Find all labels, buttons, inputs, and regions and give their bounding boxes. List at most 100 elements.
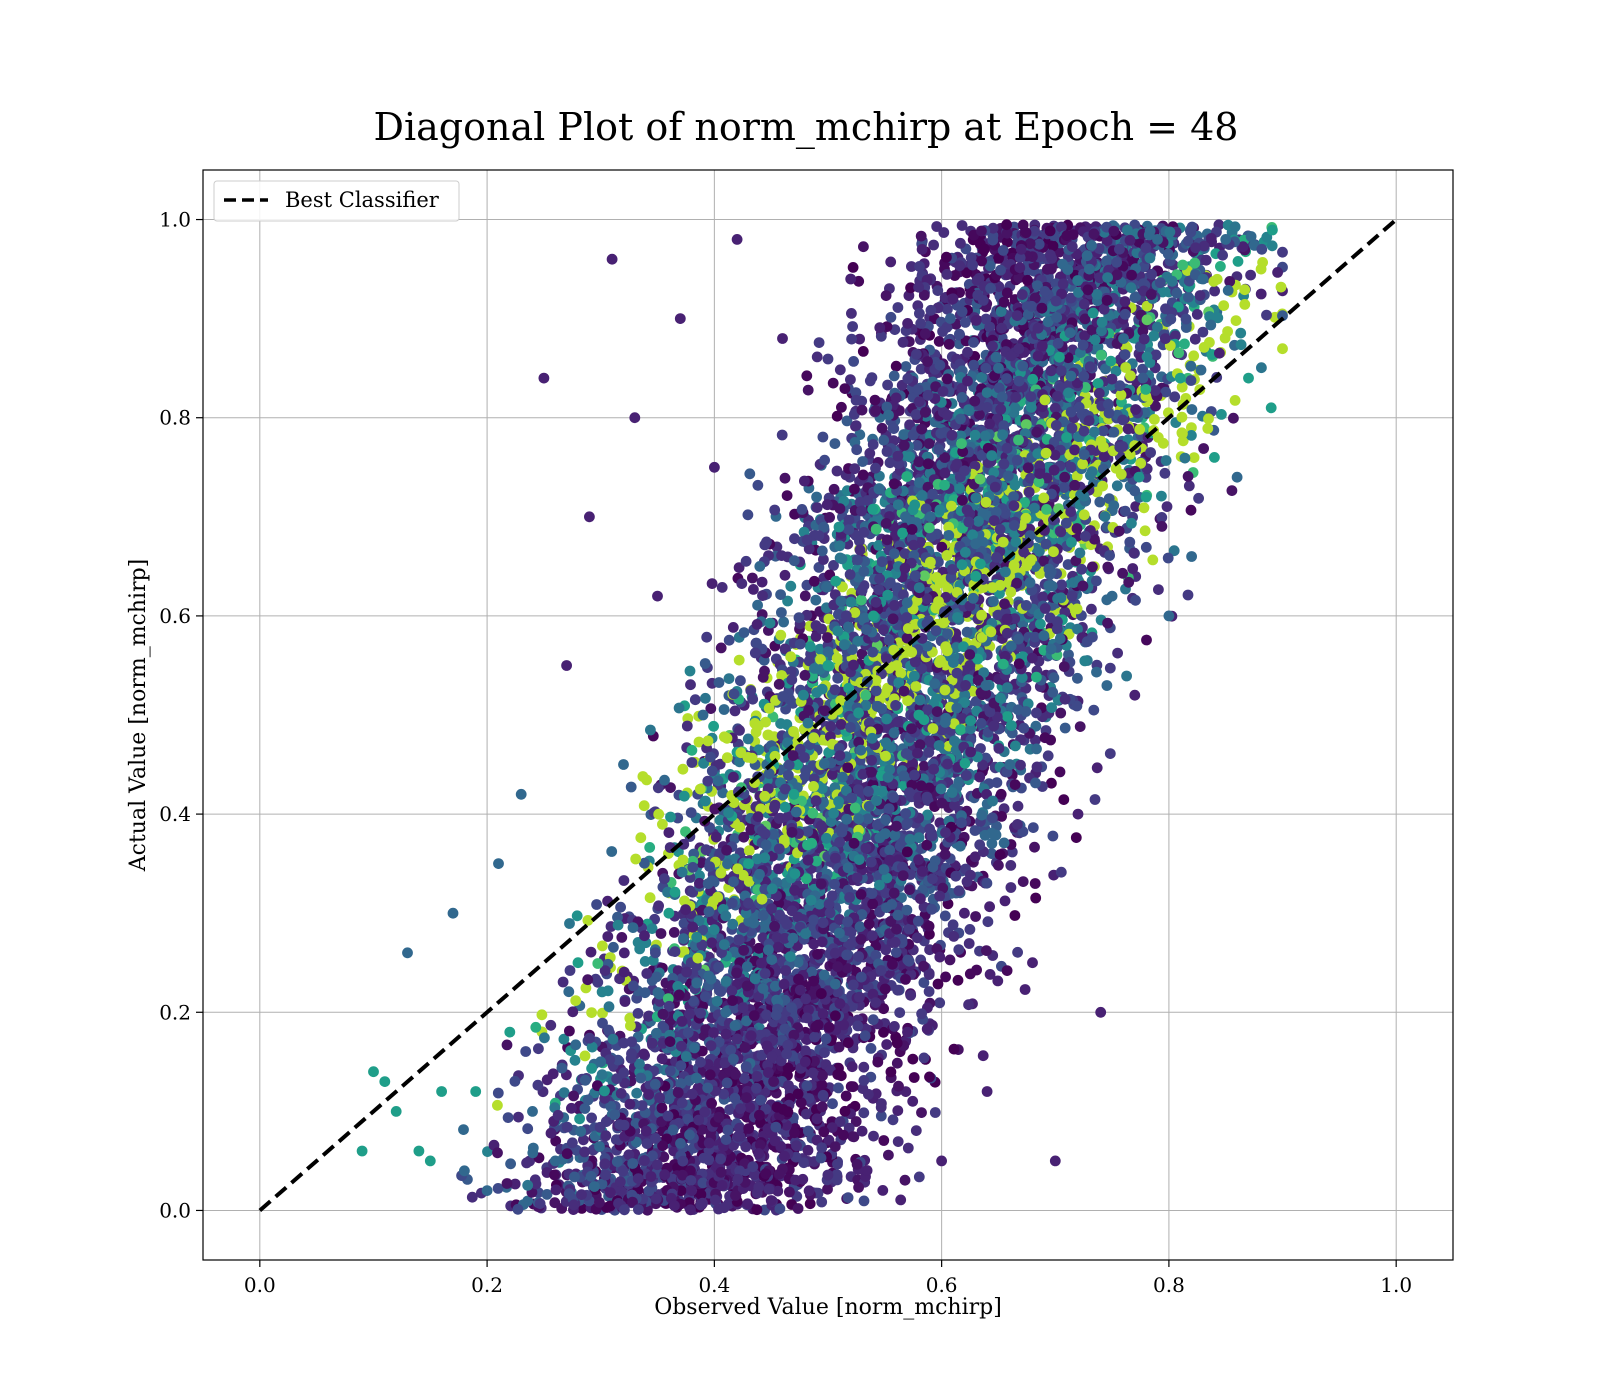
scatter-point [828,560,839,571]
scatter-point [923,986,935,997]
scatter-point [637,771,649,782]
scatter-point [868,1130,879,1142]
scatter-point [618,875,630,886]
scatter-point [718,704,730,715]
scatter-point [1112,647,1123,659]
scatter-point [890,360,902,372]
scatter-point [1031,707,1042,719]
scatter-point [1188,452,1200,463]
scatter-point [899,1174,911,1186]
scatter-point [991,777,1003,788]
scatter-point [769,504,781,516]
scatter-point [1195,364,1207,376]
scatter-point [834,1116,846,1128]
scatter-point [948,1043,960,1055]
scatter-point [585,946,597,958]
scatter-point [801,370,813,382]
scatter-point [657,818,668,830]
scatter-point [1256,362,1267,374]
scatter-point [877,1185,889,1196]
scatter-point [776,429,788,441]
scatter-point [753,942,765,954]
scatter-point [689,694,701,706]
scatter-point [748,584,759,595]
scatter-point [921,1023,933,1035]
scatter-point [586,1063,597,1074]
scatter-point [847,321,858,332]
scatter-point [934,997,946,1009]
scatter-point [881,1039,893,1050]
scatter-point [651,971,662,983]
scatter-point [839,383,851,394]
scatter-point [775,589,786,600]
scatter-point [1072,672,1083,684]
scatter-point [1088,704,1100,716]
scatter-point [550,1135,562,1147]
scatter-point [616,932,628,943]
scatter-point [635,832,647,844]
scatter-point [575,1126,587,1137]
scatter-point [799,590,811,602]
scatter-point [729,705,741,717]
scatter-point [885,311,897,323]
scatter-point [564,965,576,976]
scatter-point [910,1125,922,1136]
scatter-point [947,919,959,931]
scatter-point [533,1043,544,1055]
scatter-point [1219,332,1231,344]
scatter-point [1188,350,1200,362]
scatter-point [1047,830,1059,842]
scatter-point [619,996,631,1007]
scatter-point [715,642,727,654]
scatter-point [752,479,764,491]
scatter-point [916,1107,927,1118]
scatter-point [602,931,614,942]
scatter-point [953,885,965,897]
scatter-point [625,781,637,793]
scatter-point [902,1142,914,1154]
scatter-point [615,901,626,913]
scatter-point [1101,680,1113,691]
scatter-point [1186,221,1198,233]
scatter-point [1001,236,1013,248]
scatter-point [1277,343,1288,355]
scatter-point [878,434,890,446]
scatter-point [700,692,711,704]
scatter-point [1119,505,1131,517]
scatter-point [944,954,956,966]
scatter-point [1111,480,1123,492]
scatter-point [673,702,685,714]
scatter-point [1182,235,1194,247]
scatter-point [921,839,933,851]
scatter-point [742,1198,753,1210]
scatter-point [727,622,739,633]
scatter-point [678,917,690,929]
scatter-point [738,627,750,638]
scatter-point [708,720,719,732]
scatter-point [557,976,569,988]
scatter-point [735,675,746,687]
scatter-point [876,422,888,434]
scatter-point [858,1195,870,1207]
scatter-point [706,578,718,589]
scatter-point [1134,424,1146,435]
scatter-point [842,1192,854,1203]
scatter-point [580,982,592,994]
scatter-point [963,999,974,1011]
scatter-point [645,724,656,736]
scatter-point [1099,511,1111,522]
scatter-point [986,838,998,849]
scatter-point [638,800,650,812]
scatter-point [778,616,789,628]
scatter-point [885,256,897,268]
scatter-point [492,1087,504,1099]
scatter-point [1012,800,1024,812]
scatter-point [845,374,856,385]
scatter-point [1235,327,1247,339]
scatter-point [822,1183,833,1195]
scatter-point [1056,579,1067,591]
scatter-point [1029,878,1041,889]
scatter-point [801,1080,813,1092]
scatter-point [931,221,943,232]
scatter-point [984,969,996,980]
